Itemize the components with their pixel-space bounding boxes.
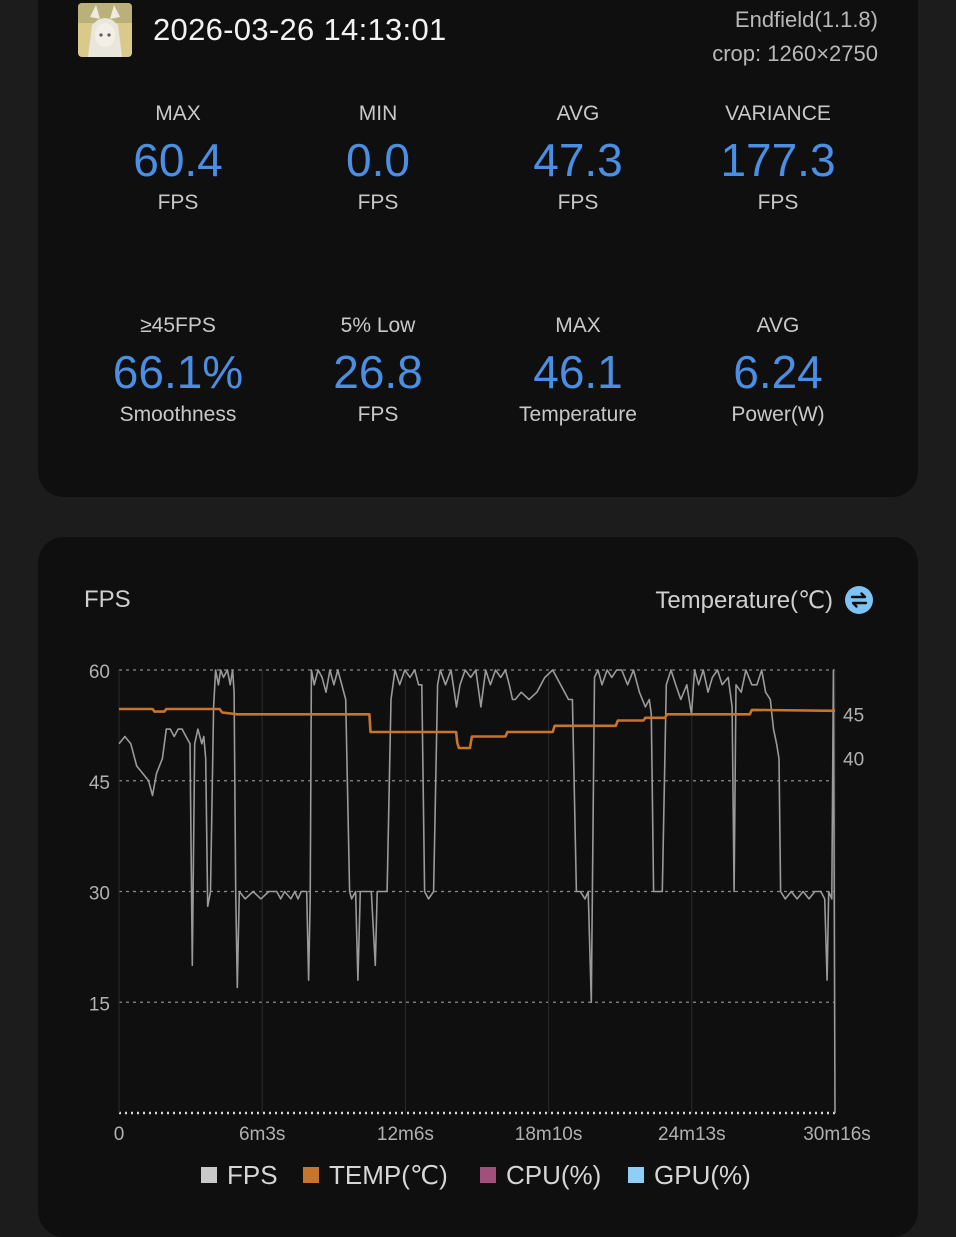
stat-unit: FPS <box>357 191 399 214</box>
legend-cpu[interactable]: CPU(%) <box>480 1160 601 1191</box>
stat-avg-power: AVG 6.24 Power(W) <box>678 314 878 427</box>
stat-unit: FPS <box>357 403 399 426</box>
stats-card <box>38 0 918 497</box>
legend-swatch <box>303 1167 319 1183</box>
stat-label: MAX <box>555 314 601 337</box>
stat-unit: FPS <box>157 191 199 214</box>
stat-max-fps: MAX 60.4 FPS <box>78 102 278 215</box>
stat-value: 0.0 <box>346 134 410 186</box>
swap-icon[interactable] <box>845 586 873 614</box>
stat-label: AVG <box>556 102 600 125</box>
stat-variance: VARIANCE 177.3 FPS <box>678 102 878 215</box>
stat-label: MAX <box>155 102 201 125</box>
stat-unit: FPS <box>757 191 799 214</box>
chart-card <box>38 537 918 1237</box>
legend-temp[interactable]: TEMP(℃) <box>303 1160 448 1191</box>
stat-avg-fps: AVG 47.3 FPS <box>478 102 678 215</box>
legend-gpu[interactable]: GPU(%) <box>628 1160 751 1191</box>
stat-min-fps: MIN 0.0 FPS <box>278 102 478 215</box>
stat-label: 5% Low <box>340 314 416 337</box>
stat-value: 60.4 <box>133 134 223 186</box>
chart-right-title[interactable]: Temperature(℃) <box>655 587 833 614</box>
stat-max-temperature: MAX 46.1 Temperature <box>478 314 678 427</box>
crop-resolution: crop: 1260×2750 <box>712 41 878 66</box>
stat-label: ≥45FPS <box>140 314 216 337</box>
stat-value: 6.24 <box>733 346 823 398</box>
stat-unit: Temperature <box>519 403 637 426</box>
record-datetime: 2026-03-26 14:13:01 <box>153 12 447 47</box>
stat-5pct-low: 5% Low 26.8 FPS <box>278 314 478 427</box>
stat-label: MIN <box>358 102 398 125</box>
stat-label: VARIANCE <box>725 102 831 125</box>
legend-label: CPU(%) <box>506 1160 602 1190</box>
stat-unit: Smoothness <box>119 403 237 426</box>
legend-swatch <box>628 1167 644 1183</box>
chart-legend: FPS TEMP(℃) CPU(%) GPU(%) <box>0 1160 956 1200</box>
legend-fps[interactable]: FPS <box>201 1160 278 1191</box>
app-version: Endfield(1.1.8) <box>734 7 878 32</box>
legend-swatch <box>201 1167 217 1183</box>
stat-value: 47.3 <box>533 134 623 186</box>
legend-label: TEMP(℃) <box>329 1160 448 1190</box>
legend-swatch <box>480 1167 496 1183</box>
stat-value: 177.3 <box>720 134 836 186</box>
legend-label: GPU(%) <box>654 1160 751 1190</box>
stat-value: 66.1% <box>112 346 244 398</box>
stat-value: 26.8 <box>333 346 423 398</box>
legend-label: FPS <box>227 1160 278 1190</box>
stat-unit: FPS <box>557 191 599 214</box>
stat-smoothness: ≥45FPS 66.1% Smoothness <box>78 314 278 427</box>
game-avatar <box>78 3 132 57</box>
stat-unit: Power(W) <box>731 403 825 426</box>
chart-left-title: FPS <box>84 586 131 613</box>
stat-value: 46.1 <box>533 346 623 398</box>
stat-label: AVG <box>756 314 800 337</box>
